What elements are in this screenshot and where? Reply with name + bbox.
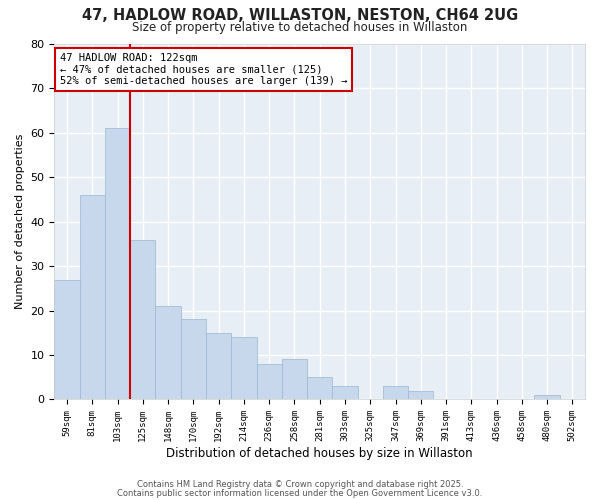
Bar [535, 395, 560, 400]
X-axis label: Distribution of detached houses by size in Willaston: Distribution of detached houses by size … [166, 447, 473, 460]
Bar [307, 378, 332, 400]
Text: Contains HM Land Registry data © Crown copyright and database right 2025.: Contains HM Land Registry data © Crown c… [137, 480, 463, 489]
Bar [181, 320, 206, 400]
Bar [80, 195, 105, 400]
Bar [55, 280, 80, 400]
Bar [155, 306, 181, 400]
Bar [383, 386, 408, 400]
Bar [105, 128, 130, 400]
Bar [231, 338, 257, 400]
Bar [130, 240, 155, 400]
Text: 47, HADLOW ROAD, WILLASTON, NESTON, CH64 2UG: 47, HADLOW ROAD, WILLASTON, NESTON, CH64… [82, 8, 518, 22]
Y-axis label: Number of detached properties: Number of detached properties [15, 134, 25, 310]
Bar [206, 333, 231, 400]
Bar [332, 386, 358, 400]
Bar [257, 364, 282, 400]
Text: Size of property relative to detached houses in Willaston: Size of property relative to detached ho… [133, 21, 467, 34]
Bar [408, 390, 433, 400]
Text: Contains public sector information licensed under the Open Government Licence v3: Contains public sector information licen… [118, 489, 482, 498]
Bar [282, 360, 307, 400]
Text: 47 HADLOW ROAD: 122sqm
← 47% of detached houses are smaller (125)
52% of semi-de: 47 HADLOW ROAD: 122sqm ← 47% of detached… [60, 53, 347, 86]
